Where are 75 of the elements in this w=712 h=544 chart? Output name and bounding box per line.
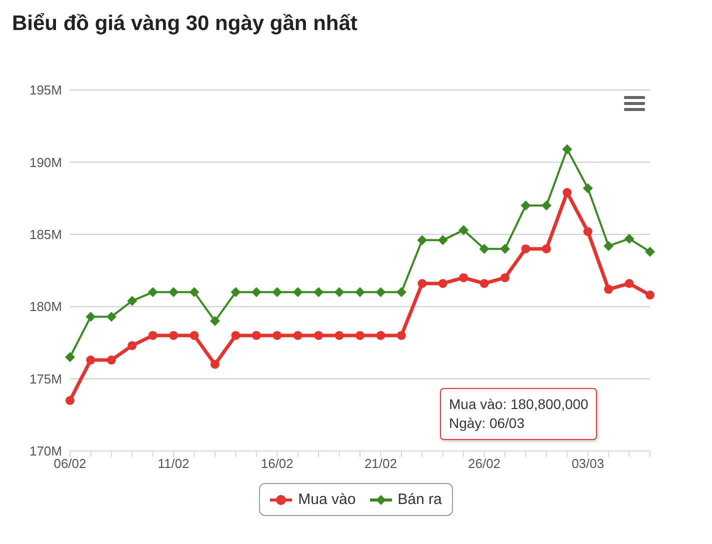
point: [355, 287, 365, 298]
annotation: Ngày: 06/03: [449, 414, 526, 433]
point: [292, 287, 303, 298]
y-tick-label: 190M: [29, 154, 62, 170]
x-tick-label: 03/03: [572, 456, 604, 472]
point: [190, 330, 199, 340]
point: [562, 144, 572, 154]
point: [168, 287, 179, 298]
x-tick-label: 26/02: [468, 456, 501, 472]
point: [500, 273, 510, 282]
point: [438, 235, 448, 246]
point: [272, 330, 282, 340]
point: [458, 225, 469, 236]
point: [604, 240, 614, 251]
point: [376, 287, 386, 298]
y-tick-label: 195M: [29, 82, 62, 98]
point: [314, 287, 324, 298]
point: [65, 352, 75, 362]
point: [646, 290, 654, 300]
point: [480, 278, 489, 288]
x-tick-label: 21/02: [364, 456, 397, 472]
point: [86, 312, 96, 322]
annotation: Mua vào: 180,800,000: [449, 395, 588, 414]
point: [541, 200, 552, 211]
point: [169, 330, 178, 340]
point: [418, 278, 427, 288]
legend-label: Bán ra: [398, 491, 442, 508]
point: [356, 330, 364, 340]
point: [314, 330, 324, 340]
point: [624, 234, 634, 244]
point: [210, 316, 220, 326]
point: [417, 235, 428, 246]
x-tick-label: 11/02: [158, 456, 190, 472]
y-tick-label: 170M: [29, 444, 62, 459]
point: [645, 246, 655, 257]
point: [582, 183, 593, 194]
point: [604, 284, 614, 294]
point: [459, 273, 468, 282]
point: [376, 330, 386, 340]
point: [293, 330, 302, 340]
point: [148, 287, 158, 298]
chart-title: Biểu đồ giá vàng 30 ngày gần nhất: [12, 12, 358, 36]
point: [334, 330, 344, 340]
point: [66, 396, 74, 405]
x-tick-label: 06/02: [54, 456, 86, 472]
point: [396, 330, 406, 340]
point: [520, 200, 531, 211]
point: [128, 341, 137, 350]
point: [479, 244, 490, 254]
point: [624, 278, 634, 288]
point: [189, 287, 200, 298]
point: [127, 296, 138, 306]
point: [210, 360, 220, 369]
y-tick-label: 185M: [29, 227, 62, 242]
point: [148, 330, 158, 340]
point: [334, 287, 344, 298]
legend-label: Mua vào: [298, 491, 356, 508]
point: [86, 356, 96, 365]
point: [106, 356, 116, 365]
point: [272, 287, 282, 298]
point: [252, 330, 261, 340]
y-tick-label: 180M: [29, 299, 62, 314]
point: [562, 188, 572, 198]
point: [500, 244, 510, 254]
y-tick-label: 175M: [29, 371, 62, 386]
x-tick-label: 16/02: [260, 456, 294, 472]
point: [230, 287, 241, 298]
point: [231, 330, 240, 340]
point: [583, 227, 592, 236]
point: [251, 287, 262, 298]
point: [106, 312, 116, 322]
point: [521, 244, 530, 254]
point: [396, 287, 406, 298]
point: [542, 244, 551, 254]
point: [438, 278, 448, 288]
